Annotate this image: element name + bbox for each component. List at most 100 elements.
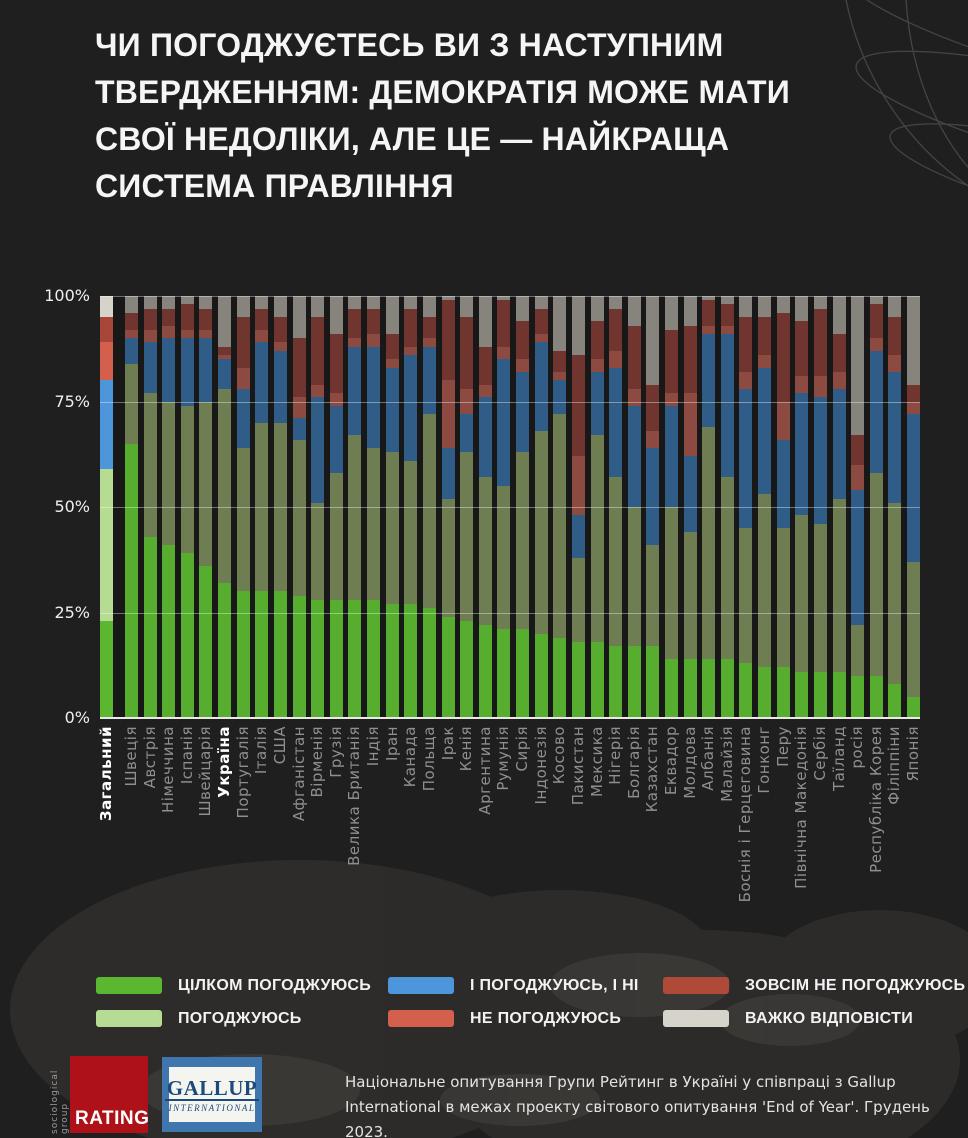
- bar-segment: [869, 473, 883, 676]
- x-axis-label: Афганістан: [289, 726, 308, 822]
- bar-segment: [720, 304, 734, 326]
- bar-segment: [739, 528, 753, 664]
- bar-segment: [273, 350, 287, 423]
- y-axis-label: 100%: [44, 286, 90, 305]
- bar-segment: [422, 608, 436, 718]
- x-axis-label: Канада: [401, 726, 420, 788]
- bar-Сербія: [813, 296, 827, 718]
- bar-segment: [683, 325, 697, 394]
- x-axis-label: Мексика: [587, 726, 606, 797]
- bar-segment: [590, 321, 604, 360]
- bar-segment: [329, 405, 343, 474]
- bar-segment: [478, 384, 492, 398]
- legend-label: ЗОВСІМ НЕ ПОГОДЖУЮСЬ: [745, 977, 966, 994]
- bar-segment: [273, 342, 287, 351]
- bar-segment: [720, 296, 734, 305]
- bar-segment: [329, 334, 343, 394]
- bar-segment: [385, 359, 399, 368]
- bar-segment: [162, 401, 176, 545]
- bar-Іспанія: [180, 296, 194, 718]
- bar-segment: [422, 414, 436, 609]
- bar-segment: [720, 477, 734, 659]
- x-axis-label: Загальний: [97, 726, 115, 822]
- y-axis-label: 0%: [64, 708, 90, 727]
- bar-segment: [199, 296, 213, 309]
- bar-segment: [162, 338, 176, 402]
- bar-segment: [609, 367, 623, 478]
- bar-segment: [404, 355, 418, 461]
- bar-segment: [683, 296, 697, 326]
- bar-segment: [311, 384, 325, 398]
- x-axis-label: Індія: [364, 726, 383, 767]
- bar-segment: [199, 329, 213, 339]
- bar-segment: [404, 604, 418, 718]
- bar-segment: [795, 296, 809, 322]
- bar-segment: [311, 317, 325, 385]
- gridline-100: [100, 296, 920, 297]
- bar-segment: [273, 422, 287, 592]
- bar-segment: [329, 393, 343, 406]
- bar-segment: [516, 359, 530, 372]
- bar-segment: [385, 604, 399, 718]
- bar-segment: [180, 405, 194, 554]
- legend-swatch: [663, 1010, 729, 1027]
- bar-segment: [813, 308, 827, 377]
- bar-segment: [367, 346, 381, 448]
- bar-segment: [888, 684, 902, 718]
- x-axis-label: Філіппіни: [885, 726, 904, 805]
- bar-segment: [776, 401, 790, 440]
- bar-segment: [255, 422, 269, 592]
- bar-segment: [869, 675, 883, 718]
- bar-Вірменія: [311, 296, 325, 718]
- bar-Індонезія: [534, 296, 548, 718]
- legend-label: ПОГОДЖУЮСЬ: [178, 1010, 302, 1027]
- bar-segment: [385, 334, 399, 360]
- x-axis-label: Іран: [382, 726, 401, 761]
- bar-segment: [720, 325, 734, 334]
- bar-Кенія: [460, 296, 474, 718]
- bar-segment: [590, 296, 604, 322]
- bar-segment: [907, 696, 921, 718]
- bar-segment: [832, 671, 846, 718]
- bar-segment: [776, 667, 790, 718]
- bar-segment: [292, 418, 306, 440]
- bar-segment: [441, 380, 455, 448]
- bar-Пакистан: [571, 296, 585, 718]
- bar-segment: [534, 308, 548, 335]
- bar-segment: [273, 317, 287, 343]
- bar-segment: [180, 338, 194, 406]
- x-axis-label: Індонезія: [531, 726, 550, 805]
- bar-segment: [534, 431, 548, 634]
- bar-Польща: [422, 296, 436, 718]
- bar-segment: [683, 393, 697, 457]
- bar-segment: [869, 304, 883, 339]
- bar-segment: [590, 371, 604, 436]
- bar-segment: [553, 380, 567, 415]
- bar-segment: [869, 296, 883, 305]
- bar-segment: [571, 642, 585, 718]
- bar-segment: [236, 367, 250, 389]
- footer: sociological group RATING GALLUP INTERNA…: [0, 1048, 968, 1138]
- bar-segment: [218, 355, 232, 360]
- bar-segment: [907, 384, 921, 402]
- bar-Нігерія: [609, 296, 623, 718]
- bar-segment: [218, 359, 232, 389]
- bar-segment: [311, 397, 325, 503]
- bar-segment: [255, 308, 269, 330]
- bar-segment: [776, 296, 790, 313]
- bar-segment: [664, 405, 678, 508]
- bar-segment: [100, 317, 113, 343]
- bar-segment: [683, 456, 697, 533]
- rating-logo: RATING: [70, 1056, 149, 1133]
- bar-segment: [404, 308, 418, 347]
- bar-Грузія: [329, 296, 343, 718]
- bar-segment: [218, 296, 232, 347]
- bar-segment: [478, 397, 492, 478]
- bar-segment: [348, 435, 362, 600]
- x-axis-label: Німеччина: [159, 726, 178, 813]
- bar-segment: [832, 296, 846, 335]
- bar-segment: [664, 393, 678, 406]
- bar-segment: [329, 296, 343, 334]
- bar-segment: [553, 296, 567, 351]
